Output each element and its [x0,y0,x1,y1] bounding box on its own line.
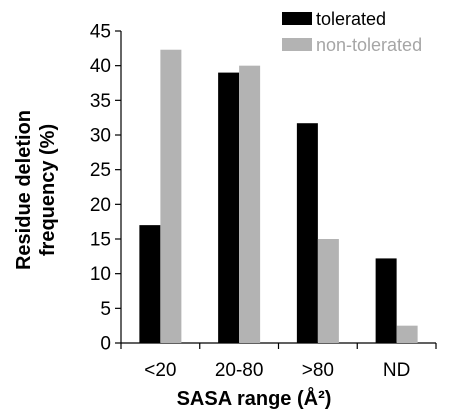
x-tick-label: ND [383,360,410,381]
x-axis-title: SASA range (Å²) [177,386,332,410]
x-axis: <20 20-80 >80 ND [120,342,437,381]
x-tick-label: <20 [144,360,176,381]
legend-label-non-tolerated: non-tolerated [316,35,422,55]
y-axis: 0 5 10 15 20 25 30 35 40 45 [90,22,122,355]
bar-tolerated-2 [296,123,318,343]
y-tick-label: 45 [90,22,111,43]
y-axis-title: Residue deletion frequency (%) [13,110,59,270]
x-tick-label: >80 [302,360,334,381]
legend-swatch-non-tolerated [282,38,312,51]
legend-swatch-tolerated [282,12,312,25]
x-tick-label: 20-80 [215,360,264,381]
y-tick-label: 25 [90,160,111,181]
bar-tolerated-1 [218,72,240,343]
y-tick-label: 0 [100,334,111,355]
bar-tolerated-0 [139,225,161,343]
bar-non-tolerated-0 [160,49,182,343]
y-tick-label: 10 [90,264,111,285]
y-tick-label: 35 [90,91,111,112]
bar-non-tolerated-1 [239,65,261,344]
bar-tolerated-3 [375,258,397,343]
y-tick-label: 15 [90,230,111,251]
y-tick-label: 20 [90,195,111,216]
legend-label-tolerated: tolerated [316,9,386,29]
bars [139,49,418,344]
y-tick-label: 5 [100,299,111,320]
bar-non-tolerated-3 [396,325,418,343]
y-tick-label: 40 [90,56,111,77]
bar-non-tolerated-2 [317,239,339,343]
y-axis-title-line-2: frequency (%) [37,124,59,256]
y-axis-title-line-1: Residue deletion [13,110,35,270]
legend: tolerated non-tolerated [282,9,422,55]
y-tick-label: 30 [90,126,111,147]
